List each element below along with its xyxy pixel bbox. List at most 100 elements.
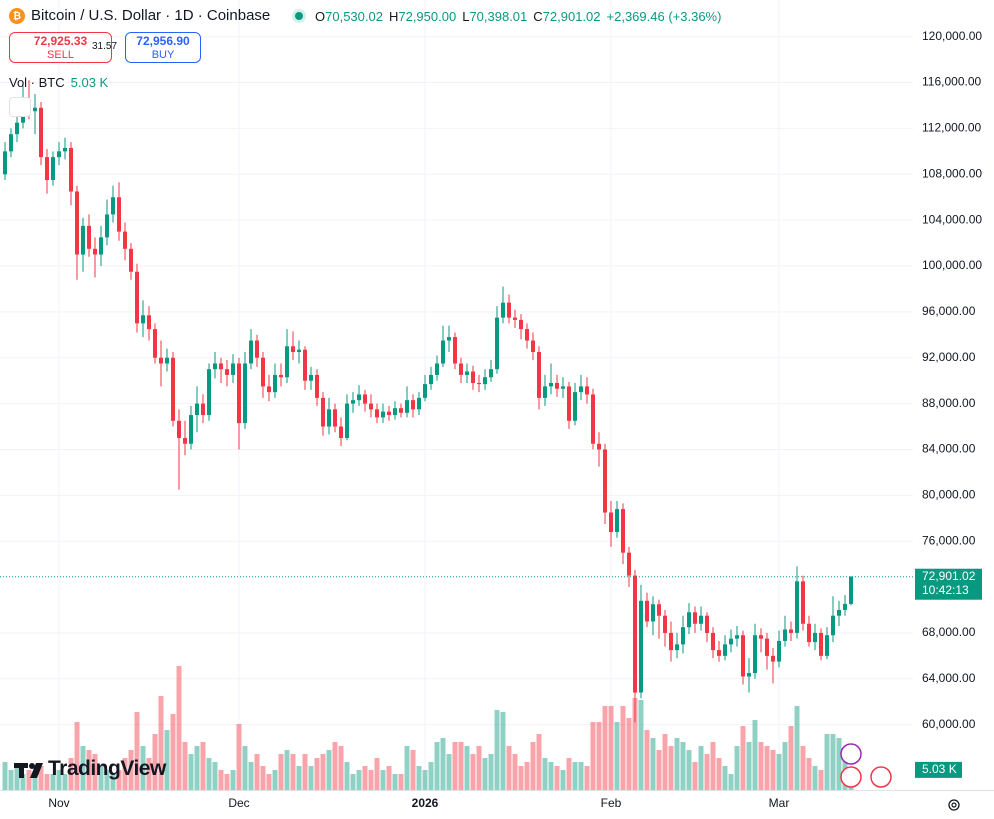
volume-bar bbox=[638, 700, 644, 790]
candle-body bbox=[117, 197, 121, 232]
candle-body bbox=[597, 443, 601, 450]
candle-body bbox=[825, 635, 829, 656]
candle-body bbox=[213, 363, 217, 370]
candle-body bbox=[81, 225, 85, 255]
volume-bar bbox=[620, 706, 626, 790]
volume-value-label: 5.03 K bbox=[922, 762, 957, 776]
volume-bar bbox=[698, 746, 704, 790]
candle-body bbox=[231, 363, 235, 375]
candle-body bbox=[273, 374, 277, 393]
volume-bar bbox=[350, 774, 356, 790]
candle-body bbox=[627, 552, 631, 576]
candle-body bbox=[429, 374, 433, 385]
volume-bar bbox=[734, 746, 740, 790]
volume-bar bbox=[590, 722, 596, 790]
volume-bar bbox=[20, 774, 26, 790]
volume-bar bbox=[650, 738, 656, 790]
volume-bar bbox=[326, 750, 332, 790]
candle-body bbox=[369, 403, 373, 410]
volume-bar bbox=[482, 758, 488, 790]
candle-body bbox=[747, 673, 751, 677]
buy-button[interactable]: 72,956.90 BUY bbox=[125, 32, 201, 63]
legend-value: 72,950.00 bbox=[398, 9, 457, 24]
volume-bar bbox=[464, 746, 470, 790]
candle-body bbox=[639, 600, 643, 693]
volume-bar bbox=[752, 720, 758, 790]
candle-body bbox=[615, 509, 619, 533]
candle-body bbox=[87, 225, 91, 249]
legend-value: 72,901.02 bbox=[542, 9, 601, 24]
y-tick-label: 76,000.00 bbox=[922, 533, 976, 547]
volume-bar bbox=[476, 746, 482, 790]
candle-body bbox=[681, 627, 685, 645]
last-price-box bbox=[915, 568, 982, 600]
candle-body bbox=[177, 420, 181, 438]
last-price-label: 72,901.02 bbox=[922, 569, 976, 583]
candle-body bbox=[279, 374, 283, 378]
volume-bar bbox=[422, 770, 428, 790]
volume-bar bbox=[164, 730, 170, 790]
volume-bar bbox=[674, 738, 680, 790]
candle-body bbox=[39, 107, 43, 158]
volume-bar bbox=[308, 766, 314, 790]
candle-body bbox=[327, 409, 331, 427]
y-tick-label: 104,000.00 bbox=[922, 212, 982, 226]
candle-body bbox=[567, 386, 571, 421]
volume-bar bbox=[542, 758, 548, 790]
candle-body bbox=[669, 632, 673, 651]
volume-bar bbox=[278, 754, 284, 790]
candle-body bbox=[513, 317, 517, 320]
volume-bar bbox=[746, 742, 752, 790]
volume-bar bbox=[416, 766, 422, 790]
volume-bar bbox=[470, 754, 476, 790]
sell-button[interactable]: 72,925.33 SELL bbox=[9, 32, 112, 63]
volume-bar bbox=[578, 762, 584, 790]
volume-bar bbox=[776, 754, 782, 790]
volume-bar bbox=[38, 766, 44, 790]
volume-bar bbox=[770, 750, 776, 790]
candle-body bbox=[393, 408, 397, 416]
candle-body bbox=[789, 629, 793, 633]
volume-bar bbox=[380, 770, 386, 790]
volume-bar bbox=[362, 766, 368, 790]
candle-body bbox=[309, 374, 313, 381]
candle-body bbox=[99, 237, 103, 255]
x-tick-label: Dec bbox=[228, 796, 249, 810]
candles bbox=[3, 80, 853, 723]
volume-bar bbox=[332, 742, 338, 790]
candle-body bbox=[585, 386, 589, 395]
collapse-button[interactable] bbox=[9, 97, 31, 117]
candle-body bbox=[195, 403, 199, 416]
volume-bar bbox=[104, 770, 110, 790]
candle-body bbox=[783, 629, 787, 641]
volume-bar bbox=[182, 742, 188, 790]
axes: 120,000.00 116,000.00 112,000.00 108,000.00… bbox=[0, 29, 994, 810]
candle-body bbox=[3, 151, 7, 175]
candle-body bbox=[45, 157, 49, 181]
candle-body bbox=[777, 640, 781, 662]
legend-value: 70,398.01 bbox=[469, 9, 528, 24]
volume-bar bbox=[206, 758, 212, 790]
candle-body bbox=[801, 581, 805, 624]
candle-body bbox=[453, 337, 457, 364]
volume-bar bbox=[440, 738, 446, 790]
x-tick-label: Mar bbox=[769, 796, 790, 810]
candle-body bbox=[507, 302, 511, 318]
volume-bar bbox=[530, 742, 536, 790]
volume-bar bbox=[392, 774, 398, 790]
candle-body bbox=[489, 369, 493, 378]
candle-body bbox=[573, 392, 577, 421]
volume-bar bbox=[194, 746, 200, 790]
volume-bar bbox=[116, 770, 122, 790]
volume-bar bbox=[386, 766, 392, 790]
volume-bar bbox=[818, 770, 824, 790]
volume-bar bbox=[356, 770, 362, 790]
volume-bar bbox=[662, 734, 668, 790]
volume-bar bbox=[134, 712, 140, 790]
volume-bar bbox=[398, 774, 404, 790]
y-tick-label: 120,000.00 bbox=[922, 29, 982, 43]
legend-key: O bbox=[315, 9, 326, 24]
candle-body bbox=[519, 319, 523, 330]
candle-body bbox=[363, 394, 367, 404]
